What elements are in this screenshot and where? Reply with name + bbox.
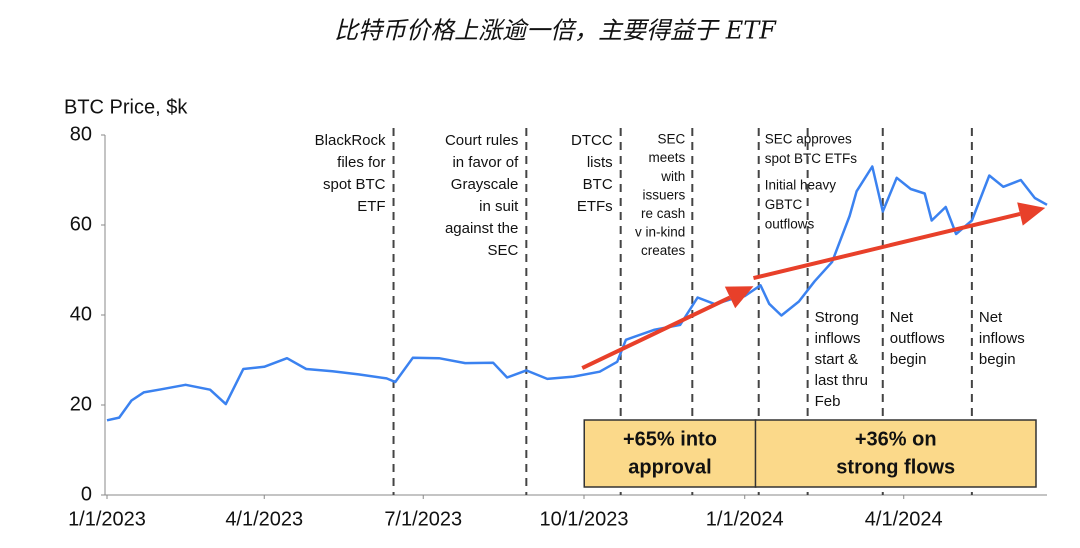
- event-label: SEC: [658, 132, 686, 147]
- event-label: lists: [587, 154, 613, 171]
- trend-label: +65% into: [623, 428, 717, 450]
- x-tick-label: 10/1/2023: [539, 508, 628, 530]
- trend-label: approval: [628, 456, 711, 478]
- event-label: outflows: [890, 330, 945, 347]
- event-label: meets: [649, 150, 686, 165]
- trend-arrow-head: [724, 286, 754, 309]
- event-label: in favor of: [452, 154, 519, 171]
- event-label: ETFs: [577, 198, 613, 215]
- y-tick-label: 20: [70, 393, 92, 415]
- event-label: BlackRock: [315, 132, 386, 149]
- event-label: issuers: [643, 187, 686, 202]
- event-label: begin: [890, 351, 927, 368]
- trend-label: +36% on: [855, 428, 937, 450]
- event-label: v in-kind: [635, 225, 685, 240]
- event-label: spot BTC: [323, 176, 386, 193]
- trend-box: [583, 419, 757, 488]
- y-tick-label: 60: [70, 213, 92, 235]
- event-label: SEC approves: [765, 132, 852, 147]
- event-label: BTC: [583, 176, 613, 193]
- event-label: outflows: [765, 217, 815, 232]
- event-label: start &: [815, 351, 858, 368]
- y-axis-label: BTC Price, $k: [64, 96, 188, 118]
- y-tick-label: 40: [70, 303, 92, 325]
- event-label: last thru: [815, 372, 868, 389]
- event-label: begin: [979, 351, 1016, 368]
- event-label: with: [660, 169, 685, 184]
- x-tick-label: 1/1/2023: [68, 508, 146, 530]
- event-label: Initial heavy: [765, 178, 837, 193]
- x-tick-label: 4/1/2024: [865, 508, 943, 530]
- chart-title: 比特币价格上涨逾一倍，主要得益于 ETF: [334, 17, 777, 45]
- event-label: Net: [979, 309, 1003, 326]
- x-tick-label: 1/1/2024: [706, 508, 784, 530]
- event-label: ETF: [357, 198, 385, 215]
- event-label: creates: [641, 243, 686, 258]
- trend-box: [754, 419, 1037, 488]
- event-label: inflows: [815, 330, 861, 347]
- event-label: in suit: [479, 198, 519, 215]
- event-label: SEC: [487, 242, 518, 259]
- event-label: files for: [337, 154, 385, 171]
- event-label: Feb: [815, 393, 841, 410]
- trend-arrow: [581, 295, 731, 370]
- event-label: re cash: [641, 206, 685, 221]
- event-label: Strong: [815, 309, 859, 326]
- y-tick-label: 80: [70, 123, 92, 145]
- event-label: Court rules: [445, 132, 518, 149]
- trend-arrow: [753, 212, 1021, 281]
- x-tick-label: 7/1/2023: [384, 508, 462, 530]
- trend-arrow-head: [1017, 202, 1046, 226]
- y-tick-label: 0: [81, 483, 92, 505]
- event-label: spot BTC ETFs: [765, 151, 858, 166]
- event-label: GBTC: [765, 197, 803, 212]
- price-line: [106, 165, 1048, 422]
- event-label: DTCC: [571, 132, 613, 149]
- event-label: Grayscale: [451, 176, 519, 193]
- x-tick-label: 4/1/2023: [225, 508, 303, 530]
- event-label: inflows: [979, 330, 1025, 347]
- event-label: Net: [890, 309, 914, 326]
- trend-label: strong flows: [836, 456, 955, 478]
- event-label: against the: [445, 220, 518, 237]
